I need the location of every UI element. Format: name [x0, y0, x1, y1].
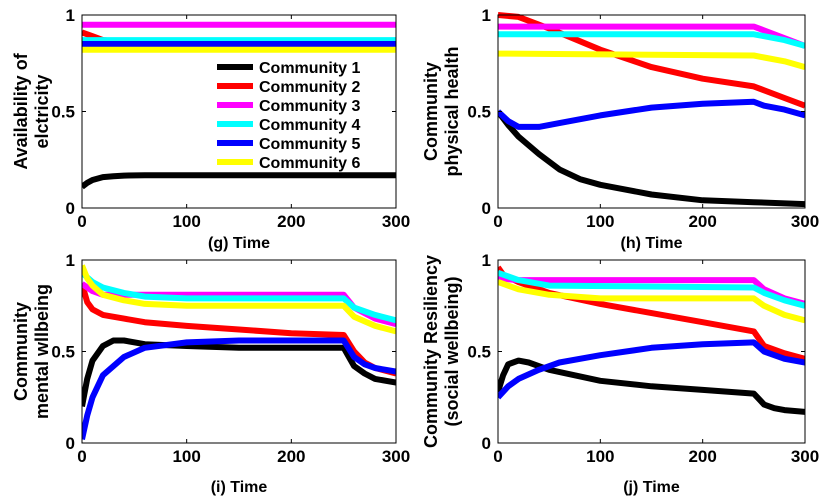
- legend-label: Community 2: [259, 79, 360, 96]
- x-tick-label: 100: [586, 212, 614, 231]
- x-tick-label: 0: [493, 447, 502, 466]
- series-group: [82, 264, 396, 440]
- x-tick-label: 0: [493, 212, 502, 231]
- series-line-4: [498, 269, 805, 309]
- x-tick-label: 200: [688, 447, 716, 466]
- x-tick-label: 200: [688, 212, 716, 231]
- y-axis-label: physical health: [442, 46, 462, 176]
- series-line-1: [498, 109, 805, 208]
- y-tick-label: 0.5: [51, 103, 75, 122]
- series-line-1: [498, 357, 805, 415]
- series-line-5: [82, 337, 396, 440]
- series-group: [498, 12, 805, 208]
- y-tick-label: 0: [482, 199, 491, 218]
- y-tick-label: 1: [482, 251, 491, 270]
- series-line-1: [82, 172, 396, 190]
- y-tick-label: 1: [66, 251, 75, 270]
- x-tick-label: 100: [172, 447, 200, 466]
- series-line-2: [498, 12, 805, 109]
- series-line-6: [82, 264, 396, 335]
- legend-label: Community 6: [259, 155, 360, 172]
- legend-label: Community 3: [259, 98, 360, 115]
- chart-panel-1: 0 100 200 300 0 0.5 1 (g) Time Availability of el…: [11, 6, 410, 252]
- x-axis-label: (i) Time: [211, 479, 268, 496]
- series-line-6: [498, 279, 805, 324]
- y-axis-label: mental wllbeing: [32, 284, 52, 419]
- chart-panel-4: 0 100 200 300 0 0.5 1 (j) Time Community Resilie…: [421, 251, 819, 496]
- x-tick-label: 300: [791, 447, 819, 466]
- y-tick-label: 1: [482, 6, 491, 25]
- y-tick-label: 0.5: [467, 103, 491, 122]
- x-tick-label: 100: [586, 447, 614, 466]
- series-line-6: [498, 50, 805, 70]
- chart-panel-3: 0 100 200 300 0 0.5 1 (i) Time Community mental w…: [11, 251, 410, 496]
- series-line-5: [498, 98, 805, 130]
- y-tick-label: 0: [66, 199, 75, 218]
- x-axis-label: (g) Time: [208, 235, 270, 252]
- y-axis-label: (social wellbeing): [442, 276, 462, 426]
- y-axis-label: Community Resiliency: [421, 255, 441, 448]
- y-axis-label: Community: [421, 62, 441, 161]
- series-line-4: [498, 31, 805, 49]
- y-tick-label: 0.5: [51, 343, 75, 362]
- axes-frame: [497, 14, 806, 209]
- series-line-1: [82, 337, 396, 407]
- x-axis-label: (j) Time: [623, 479, 680, 496]
- x-tick-label: 300: [382, 447, 410, 466]
- series-line-4: [82, 270, 396, 324]
- y-axis-label: Availability of: [11, 52, 31, 169]
- series-line-5: [498, 339, 805, 400]
- x-tick-label: 300: [791, 212, 819, 231]
- x-tick-label: 300: [382, 212, 410, 231]
- x-tick-label: 0: [77, 447, 86, 466]
- legend-label: Community 4: [259, 117, 360, 134]
- y-tick-label: 0.5: [467, 343, 491, 362]
- y-axis-label: Community: [11, 302, 31, 401]
- legend: Community 1 Community 2 Community 3 Communi…: [217, 60, 360, 172]
- x-tick-label: 100: [172, 212, 200, 231]
- legend-label: Community 1: [259, 60, 360, 77]
- series-group: [82, 21, 396, 190]
- y-tick-label: 0: [482, 434, 491, 453]
- x-tick-label: 200: [277, 212, 305, 231]
- x-tick-label: 0: [77, 212, 86, 231]
- series-group: [498, 265, 805, 415]
- y-tick-label: 0: [66, 434, 75, 453]
- y-tick-label: 1: [66, 6, 75, 25]
- legend-label: Community 5: [259, 136, 360, 153]
- chart-panel-2: 0 100 200 300 0 0.5 1 (h) Time Community physical…: [421, 6, 819, 252]
- x-axis-label: (h) Time: [621, 235, 683, 252]
- x-tick-label: 200: [277, 447, 305, 466]
- y-axis-label: elctricity: [32, 74, 52, 148]
